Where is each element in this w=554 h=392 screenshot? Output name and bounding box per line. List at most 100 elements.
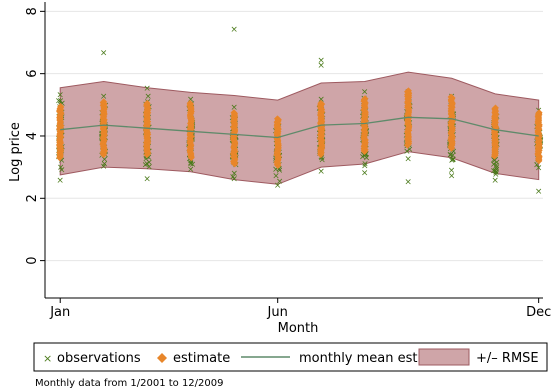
observation-point: ×	[144, 92, 152, 102]
observation-point: ×	[317, 167, 325, 177]
estimate-points	[56, 87, 543, 169]
observation-point: ×	[230, 103, 238, 113]
observation-outlier: ×	[317, 61, 325, 71]
observation-point: ×	[187, 159, 195, 169]
observation-point: ×	[57, 97, 65, 107]
legend-estimate-label: estimate	[173, 351, 230, 366]
observation-point: ×	[143, 84, 151, 94]
observation-point: ×	[403, 147, 411, 157]
observation-point: ×	[318, 154, 326, 164]
observation-point: ×	[143, 160, 151, 170]
observation-point: ×	[272, 172, 280, 182]
legend-box	[33, 342, 548, 372]
mean-line	[60, 116, 539, 139]
observation-point: ×	[56, 176, 64, 186]
observation-point: ×	[493, 158, 501, 168]
y-axis-title: Log price	[8, 122, 23, 182]
observation-point: ×	[142, 161, 150, 171]
observation-point: ×	[100, 92, 108, 102]
observation-point: ×	[361, 160, 369, 170]
observation-point: ×	[449, 155, 457, 165]
observation-point: ×	[143, 175, 151, 185]
observation-point: ×	[57, 163, 65, 173]
estimate-point	[317, 99, 325, 107]
observation-point: ×	[491, 156, 499, 166]
observation-point: ×	[142, 154, 150, 164]
observation-point: ×	[493, 165, 501, 175]
observation-point: ×	[362, 149, 370, 159]
observation-point: ×	[145, 162, 153, 172]
observation-point: ×	[187, 95, 195, 105]
observation-point: ×	[490, 167, 498, 177]
observation-point: ×	[58, 99, 66, 109]
estimate-point	[492, 104, 499, 112]
observation-point: ×	[145, 158, 153, 168]
observation-point: ×	[361, 168, 369, 178]
observation-point: ×	[491, 176, 499, 186]
observation-point: ×	[318, 156, 326, 166]
estimate-point	[57, 103, 64, 110]
observation-point: ×	[449, 151, 457, 161]
estimate-point	[361, 95, 369, 102]
observation-point: ×	[363, 154, 371, 164]
estimate-point	[230, 109, 238, 116]
observation-point: ×	[230, 175, 238, 185]
observation-point: ×	[187, 165, 195, 175]
observation-point: ×	[229, 172, 237, 182]
estimate-point	[100, 98, 108, 106]
y-tick-label-0: 0	[25, 256, 40, 264]
observation-point: ×	[448, 156, 456, 166]
observation-point: ×	[361, 162, 369, 172]
observation-point: ×	[56, 90, 64, 100]
observation-point: ×	[275, 165, 283, 175]
y-tick-label-8: 8	[25, 7, 40, 15]
observation-point: ×	[362, 149, 370, 159]
estimate-point	[274, 115, 281, 123]
observation-point: ×	[448, 166, 456, 176]
observation-point: ×	[492, 170, 500, 180]
estimate-point	[143, 99, 151, 107]
rmse-band-area	[59, 71, 540, 185]
observation-point: ×	[187, 160, 195, 170]
observation-point: ×	[404, 154, 412, 164]
observation-point: ×	[490, 160, 498, 170]
legend-band-swatch	[418, 348, 470, 366]
legend-observations-label: observations	[57, 351, 141, 366]
observation-point: ×	[450, 147, 458, 157]
estimate-point	[535, 109, 543, 116]
observation-point: ×	[276, 166, 284, 176]
observation-point: ×	[490, 155, 498, 165]
observation-point: ×	[360, 151, 368, 161]
observation-point: ×	[492, 167, 500, 177]
observation-point: ×	[535, 164, 543, 174]
observation-point: ×	[449, 146, 457, 156]
observation-point: ×	[145, 153, 153, 163]
observation-outlier: ×	[404, 178, 412, 188]
observation-point: ×	[361, 87, 369, 97]
observation-point: ×	[361, 150, 369, 160]
observation-point: ×	[492, 168, 500, 178]
observation-point: ×	[449, 155, 457, 165]
estimate-point	[447, 93, 455, 101]
observation-point: ×	[187, 157, 195, 167]
mean-line-path	[60, 116, 539, 139]
observation-point: ×	[101, 159, 109, 169]
observation-point: ×	[58, 156, 66, 166]
observation-point: ×	[359, 153, 367, 163]
observation-point: ×	[448, 171, 456, 181]
observation-outlier: ×	[230, 25, 238, 35]
observation-point: ×	[492, 168, 500, 178]
observation-point: ×	[446, 150, 454, 160]
x-tick-label-jan: Jan	[49, 305, 70, 320]
observation-point: ×	[189, 160, 197, 170]
legend-estimate-marker	[157, 353, 167, 363]
observation-point: ×	[406, 145, 414, 155]
axes: 0 2 4 6 8 Jan Jun Dec	[25, 2, 551, 320]
observation-point: ×	[450, 155, 458, 165]
observation-point: ×	[276, 177, 284, 187]
observation-point: ×	[101, 155, 109, 165]
x-tick-label-dec: Dec	[526, 305, 551, 320]
legend-mean-label: monthly mean est.	[299, 351, 422, 366]
estimate-point	[405, 87, 412, 95]
